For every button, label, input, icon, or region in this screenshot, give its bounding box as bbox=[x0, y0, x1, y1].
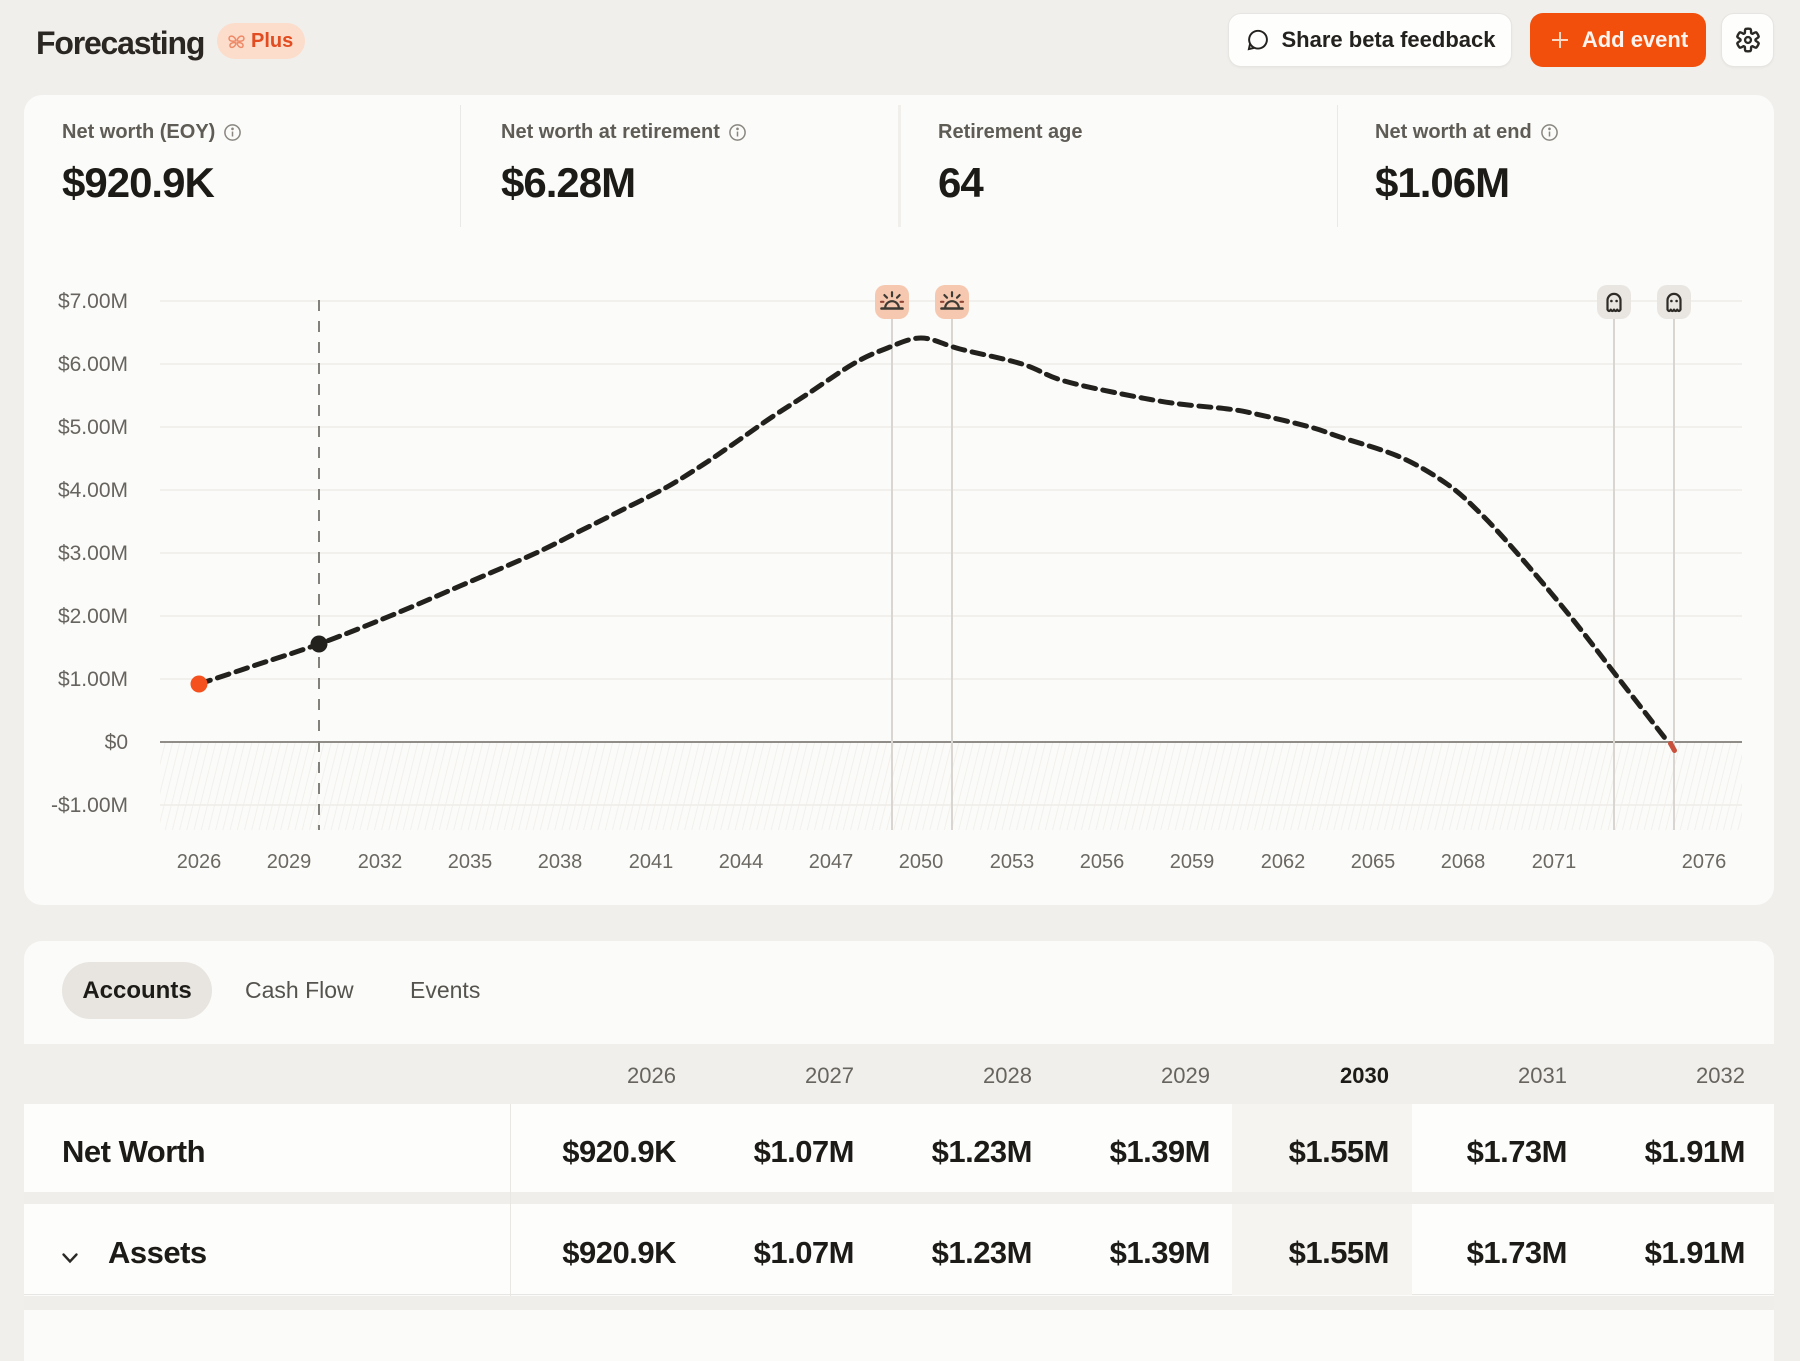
svg-text:2062: 2062 bbox=[1261, 851, 1306, 873]
svg-text:2047: 2047 bbox=[809, 851, 854, 873]
svg-text:2059: 2059 bbox=[1170, 851, 1215, 873]
svg-text:2065: 2065 bbox=[1351, 851, 1396, 873]
svg-text:2026: 2026 bbox=[177, 851, 222, 873]
svg-text:2071: 2071 bbox=[1532, 851, 1577, 873]
svg-text:$0: $0 bbox=[105, 731, 128, 754]
svg-text:2068: 2068 bbox=[1441, 851, 1486, 873]
svg-text:$6.00M: $6.00M bbox=[58, 353, 128, 376]
svg-text:$3.00M: $3.00M bbox=[58, 542, 128, 565]
svg-text:2076: 2076 bbox=[1682, 851, 1727, 873]
svg-text:2041: 2041 bbox=[629, 851, 674, 873]
svg-text:2053: 2053 bbox=[990, 851, 1035, 873]
svg-text:$1.00M: $1.00M bbox=[58, 668, 128, 691]
svg-text:2035: 2035 bbox=[448, 851, 493, 873]
svg-text:$5.00M: $5.00M bbox=[58, 416, 128, 439]
svg-text:2056: 2056 bbox=[1080, 851, 1125, 873]
svg-text:2044: 2044 bbox=[719, 851, 764, 873]
svg-text:2029: 2029 bbox=[267, 851, 312, 873]
svg-text:$7.00M: $7.00M bbox=[58, 290, 128, 313]
svg-text:2032: 2032 bbox=[358, 851, 403, 873]
svg-text:2050: 2050 bbox=[899, 851, 944, 873]
svg-text:$2.00M: $2.00M bbox=[58, 605, 128, 628]
svg-text:$4.00M: $4.00M bbox=[58, 479, 128, 502]
svg-text:-$1.00M: -$1.00M bbox=[51, 794, 128, 817]
svg-text:2038: 2038 bbox=[538, 851, 583, 873]
